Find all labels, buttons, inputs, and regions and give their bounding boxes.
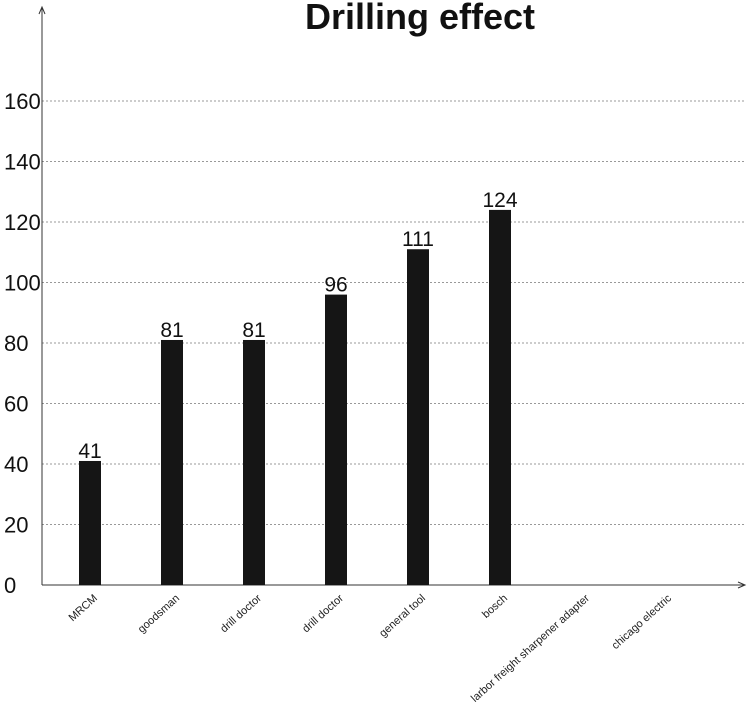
- data-label: 111: [402, 228, 434, 251]
- x-tick-label: MRCM: [67, 592, 100, 624]
- x-tick-label: drill doctor: [218, 592, 264, 635]
- y-tick-label: 80: [4, 331, 28, 356]
- y-tick-label: 100: [4, 271, 41, 296]
- y-tick-label: 0: [4, 573, 16, 598]
- bar: [243, 339, 265, 585]
- chart-title: Drilling effect: [304, 0, 536, 37]
- y-tick-label: 160: [4, 89, 41, 114]
- y-tick-label: 120: [4, 210, 41, 235]
- x-tick-label: general tool: [377, 592, 428, 639]
- bar: [407, 249, 429, 585]
- y-tick-label: 140: [4, 150, 41, 175]
- y-axis-arrow-icon: [38, 5, 46, 15]
- data-label: 96: [324, 274, 347, 297]
- bar: [489, 209, 511, 585]
- bar: [161, 339, 183, 585]
- y-tick-label: 60: [4, 392, 28, 417]
- data-label: 81: [242, 319, 265, 342]
- y-tick-label: 40: [4, 452, 28, 477]
- data-label: 81: [160, 319, 183, 342]
- y-tick-label: 20: [4, 513, 28, 538]
- x-axis-arrow-icon: [737, 581, 747, 589]
- x-tick-label: chicago electric: [610, 592, 675, 652]
- x-tick-label: drill doctor: [300, 592, 346, 635]
- x-tick-label: bosch: [480, 592, 510, 621]
- data-label: 41: [78, 440, 101, 463]
- x-tick-label: goodsman: [136, 592, 182, 635]
- bar: [325, 294, 347, 585]
- data-label: 124: [482, 189, 517, 212]
- bar: [79, 460, 101, 585]
